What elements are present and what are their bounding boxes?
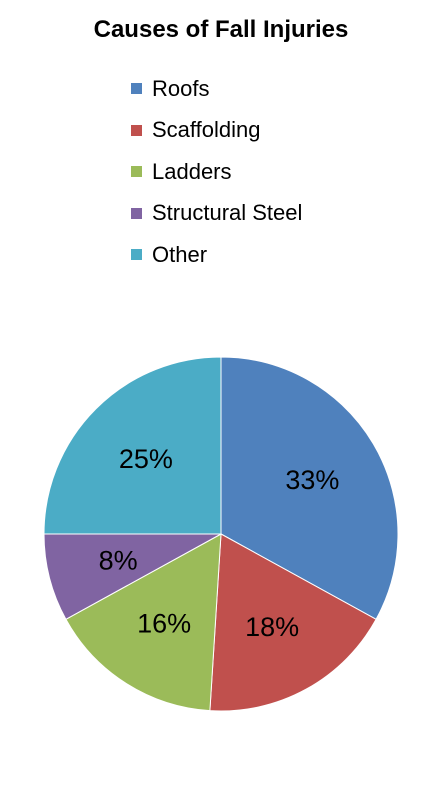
legend-item-scaffolding: Scaffolding bbox=[131, 110, 302, 152]
pie-label-ladders: 16% bbox=[137, 609, 191, 639]
pie-label-roofs: 33% bbox=[285, 465, 339, 495]
pie-slice-structural-steel bbox=[43, 533, 222, 620]
legend-swatch-ladders bbox=[131, 166, 142, 178]
legend-swatch-roofs bbox=[131, 83, 142, 95]
legend-label-ladders: Ladders bbox=[152, 158, 232, 184]
pie-chart: 33% 18% 16% 8% 25% bbox=[43, 356, 399, 712]
legend-label-scaffolding: Scaffolding bbox=[152, 117, 261, 143]
legend-item-roofs: Roofs bbox=[131, 68, 302, 110]
chart-legend: Roofs Scaffolding Ladders Structural Ste… bbox=[131, 68, 302, 276]
pie-label-other: 25% bbox=[119, 444, 173, 474]
legend-label-structural-steel: Structural Steel bbox=[152, 200, 303, 226]
pie-slice-ladders bbox=[65, 533, 222, 712]
pie-label-structural-steel: 8% bbox=[99, 545, 138, 575]
pie-label-scaffolding: 18% bbox=[245, 612, 299, 642]
legend-label-other: Other bbox=[152, 241, 208, 267]
chart-title: Causes of Fall Injuries bbox=[93, 16, 349, 43]
legend-swatch-other bbox=[131, 249, 142, 261]
pie-slice-other bbox=[43, 356, 222, 535]
legend-item-ladders: Ladders bbox=[131, 151, 302, 193]
legend-swatch-structural-steel bbox=[131, 207, 142, 219]
legend-item-other: Other bbox=[131, 234, 302, 276]
legend-item-structural-steel: Structural Steel bbox=[131, 193, 302, 235]
legend-label-roofs: Roofs bbox=[152, 75, 210, 101]
pie-slice-roofs bbox=[220, 356, 399, 620]
legend-swatch-scaffolding bbox=[131, 124, 142, 136]
pie-slice-scaffolding bbox=[209, 533, 377, 712]
